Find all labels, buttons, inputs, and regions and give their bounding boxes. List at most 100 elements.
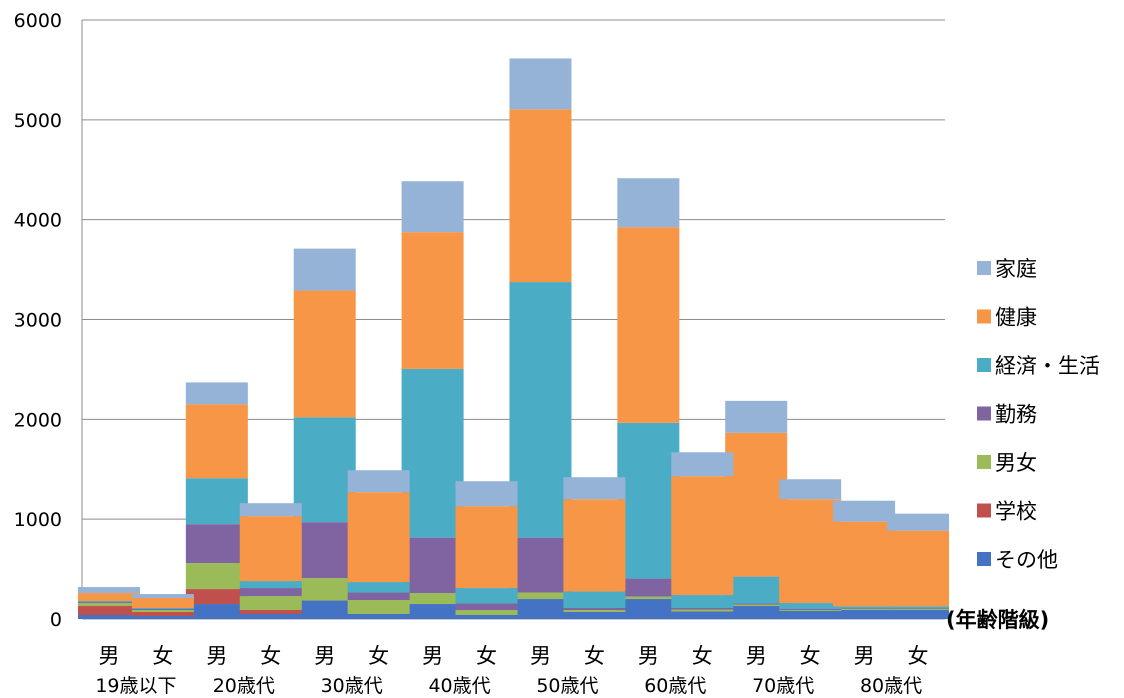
bar-segment [671, 611, 734, 619]
bar-segment [77, 601, 140, 603]
x-tick-label: 女 [692, 644, 713, 668]
bar-segment [401, 604, 464, 619]
bar-segment [887, 606, 950, 609]
bar-segment [725, 400, 788, 433]
bar-segment [401, 232, 464, 369]
x-tick-label: 女 [908, 644, 929, 668]
legend-swatch [977, 261, 991, 275]
x-tick-label: 女 [260, 644, 281, 668]
bar-segment [779, 603, 842, 610]
legend-swatch [977, 552, 991, 566]
bar-segment [185, 478, 248, 525]
bar-segment [185, 563, 248, 590]
bar-segment [617, 178, 680, 228]
bar-segment [401, 537, 464, 594]
bar-segment [671, 595, 734, 609]
bar-segment [617, 596, 680, 600]
legend-item: 学校 [977, 500, 1037, 524]
bar-segment [617, 227, 680, 423]
bar-segment [725, 606, 788, 619]
bar-segment [131, 608, 194, 610]
bar-segment [77, 615, 140, 619]
bar-segment [671, 609, 734, 612]
bar-segment [833, 609, 896, 611]
bar-segment [455, 615, 518, 619]
x-tick-label: 女 [800, 644, 821, 668]
bar-segment [347, 470, 410, 493]
y-tick-label: 4000 [14, 210, 62, 232]
bar-segment [455, 610, 518, 616]
bar-segment [509, 599, 572, 619]
bar-segment [131, 616, 194, 619]
legend-swatch [977, 406, 991, 421]
legend-item: その他 [977, 548, 1058, 572]
x-tick-label: 男 [98, 644, 119, 668]
bar-segment [563, 477, 626, 500]
bar-segment [77, 587, 140, 594]
bar-segment [833, 500, 896, 522]
bar-segment [833, 606, 896, 609]
bar-segment [239, 503, 302, 517]
bar-segment [455, 588, 518, 604]
bar-segment [509, 537, 572, 593]
age-group-label: 60歳代 [644, 675, 706, 697]
bar-segment [725, 432, 788, 577]
x-tick-label: 女 [584, 644, 605, 668]
age-group-label: 70歳代 [752, 675, 814, 697]
x-tick-label: 男 [530, 644, 551, 668]
age-group-label: 20歳代 [213, 675, 275, 697]
legend-swatch [977, 358, 991, 372]
bar-segment [509, 58, 572, 110]
bar-segment [779, 609, 842, 611]
bar-segment [509, 592, 572, 600]
legend-label: その他 [995, 548, 1058, 572]
bar-segment [725, 576, 788, 604]
bar-segment [347, 600, 410, 615]
x-tick-label: 男 [422, 644, 443, 668]
x-tick-label: 女 [152, 644, 173, 668]
x-tick-label: 女 [368, 644, 389, 668]
bar-segment [185, 382, 248, 405]
bar-segment [563, 499, 626, 592]
bar-segment [293, 600, 356, 619]
y-tick-label: 5000 [14, 110, 62, 132]
bar-segment [185, 404, 248, 479]
legend-label: 経済・生活 [995, 354, 1100, 378]
y-tick-label: 2000 [14, 409, 62, 431]
age-group-label: 30歳代 [321, 675, 383, 697]
bar-segment [185, 604, 248, 619]
bar-segment [401, 181, 464, 233]
x-tick-label: 女 [476, 644, 497, 668]
bar-segment [563, 610, 626, 613]
bar-segment [239, 596, 302, 611]
age-group-label: 40歳代 [428, 675, 490, 697]
bar-segment [401, 593, 464, 605]
age-group-label: 80歳代 [860, 675, 922, 697]
legend-label: 家庭 [995, 257, 1037, 281]
bar-segment [239, 516, 302, 582]
legend-label: 健康 [995, 306, 1037, 330]
bar-segment [239, 581, 302, 589]
y-tick-label: 0 [50, 609, 62, 631]
legend-item: 健康 [977, 306, 1037, 330]
bar-segment [617, 578, 680, 597]
bar-segment [347, 582, 410, 593]
legend-label: 男女 [995, 451, 1037, 475]
bar-segment [293, 578, 356, 601]
bars [77, 58, 950, 619]
bar-segment [617, 599, 680, 619]
bar-segment [671, 452, 734, 477]
legend-item: 経済・生活 [977, 354, 1100, 378]
bar-segment [293, 417, 356, 523]
bar-segment [131, 598, 194, 609]
bar-segment [77, 602, 140, 604]
bar-segment [131, 609, 194, 611]
bar-segment [509, 282, 572, 538]
bar-segment [779, 610, 842, 612]
x-axis-title: (年齢階級) [946, 608, 1049, 632]
x-tick-label: 男 [854, 644, 875, 668]
bar-segment [77, 593, 140, 602]
legend-item: 勤務 [977, 403, 1037, 427]
